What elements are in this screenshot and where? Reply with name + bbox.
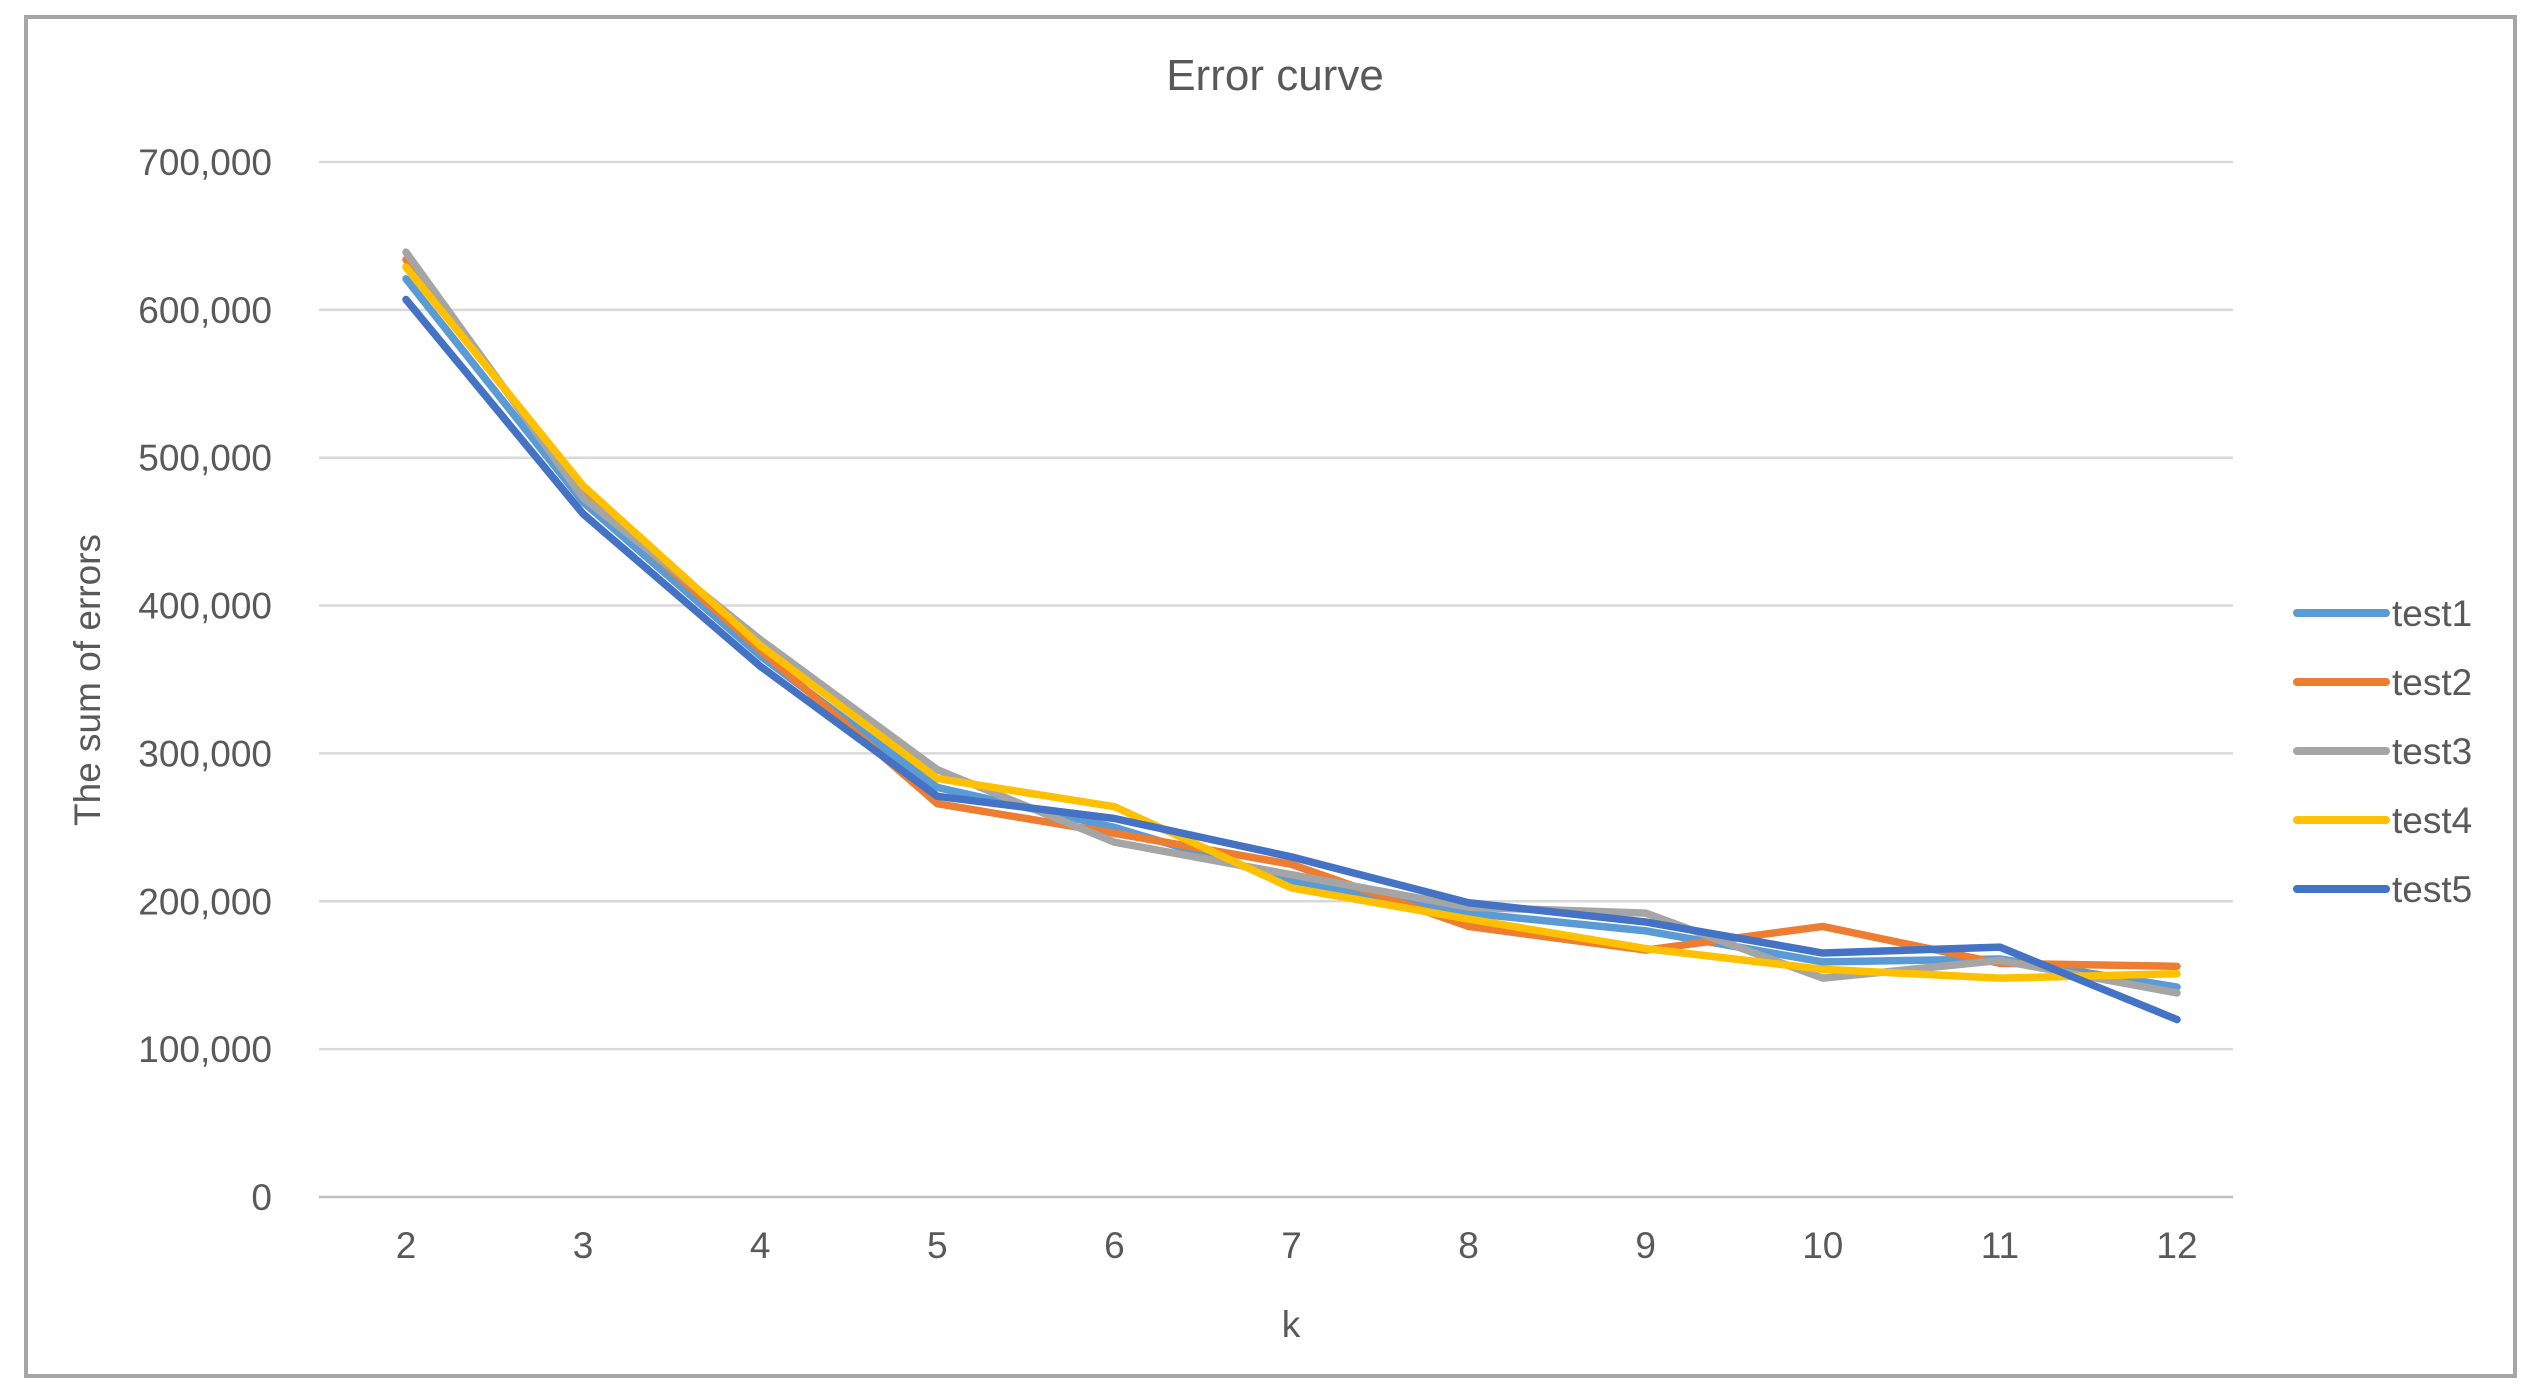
x-axis-title: k [1282,1304,1301,1345]
x-tick-label: 8 [1458,1225,1479,1266]
x-tick-label: 5 [927,1225,948,1266]
x-tick-label: 2 [396,1225,417,1266]
chart-title: Error curve [1166,51,1384,100]
legend-item-test4: test4 [2293,800,2472,841]
y-tick-label: 500,000 [138,438,272,479]
y-tick-label: 200,000 [138,881,272,922]
series-line-test1 [402,275,2181,991]
y-tick-label: 400,000 [138,586,272,627]
legend-item-test3: test3 [2293,731,2472,772]
x-tick-label: 11 [1981,1225,2019,1266]
x-tick-label: 12 [2156,1225,2197,1266]
y-tick-label: 100,000 [138,1029,272,1070]
legend-item-test5: test5 [2293,869,2472,910]
x-tick-label: 6 [1104,1225,1125,1266]
x-tick-label: 10 [1802,1225,1843,1266]
legend-label-test1: test1 [2392,593,2472,634]
x-tick-label: 3 [573,1225,594,1266]
series-lines [402,248,2181,1024]
legend-label-test3: test3 [2392,731,2472,772]
x-tick-label: 7 [1281,1225,1302,1266]
figure-border [24,15,2517,1378]
legend-label-test2: test2 [2392,662,2472,703]
x-tick-label: 9 [1635,1225,1656,1266]
legend-item-test1: test1 [2293,593,2472,634]
series-line-test5 [402,295,2181,1024]
x-axis-tick-labels: 2 3 4 5 6 7 8 9 10 11 12 [396,1225,2198,1266]
series-line-test4 [402,263,2181,982]
y-tick-label: 300,000 [138,733,272,774]
legend-item-test2: test2 [2293,662,2472,703]
y-axis-tick-labels: 0 100,000 200,000 300,000 400,000 500,000 600,… [138,142,272,1218]
y-tick-label: 600,000 [138,290,272,331]
legend-label-test4: test4 [2392,800,2472,841]
gridlines [319,160,2233,1199]
x-tick-label: 4 [750,1225,771,1266]
legend: test1 test2 test3 test4 test5 [2293,593,2472,910]
legend-label-test5: test5 [2392,869,2472,910]
y-tick-label: 0 [251,1177,272,1218]
y-tick-label: 700,000 [138,142,272,183]
y-axis-title: The sum of errors [67,534,108,826]
